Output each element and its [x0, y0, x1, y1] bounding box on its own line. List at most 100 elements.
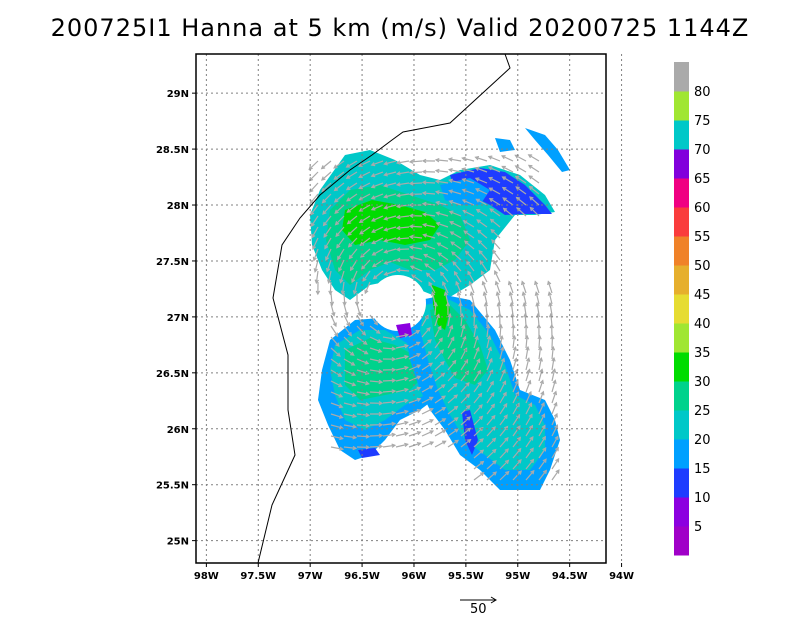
wind-vector-arrowhead [428, 385, 434, 390]
wind-vector-arrowhead [503, 402, 508, 408]
wind-vector-arrowhead [338, 414, 344, 419]
wind-vector-arrowhead [467, 270, 472, 276]
wind-vector-arrow-icon [512, 358, 517, 371]
wind-vector-arrowhead [339, 435, 344, 441]
wind-vector-arrowhead [464, 358, 469, 364]
wind-vector-arrow-icon [548, 292, 553, 305]
wind-vector-arrow-icon [330, 424, 343, 429]
wind-vector-arrowhead [474, 156, 480, 161]
wind-vector-arrowhead [447, 157, 453, 162]
wind-vector-arrowhead [391, 443, 397, 448]
wind-vector-arrow-icon [330, 402, 343, 408]
wind-vector-arrow-icon [502, 197, 514, 206]
wind-vector-arrow-icon [475, 167, 488, 173]
wind-vector-arrowhead [488, 357, 493, 363]
wind-vector-arrow-icon [334, 182, 345, 191]
wind-vector-arrow-icon [382, 422, 395, 426]
wind-vector-arrowhead [524, 334, 530, 340]
wind-vector-arrow-icon [509, 292, 514, 305]
wind-vector-arrowhead [371, 240, 376, 245]
wind-vector-arrowhead [507, 280, 513, 286]
y-tick-label: 25N [167, 537, 189, 548]
wind-vector-arrow-icon [463, 209, 475, 217]
wind-vector-arrow-icon [353, 281, 358, 294]
x-tick-label: 96W [401, 571, 426, 582]
colorbar-label: 45 [694, 288, 711, 303]
wind-vector-arrowhead [357, 312, 362, 317]
wind-vector-arrowhead [486, 335, 492, 340]
wind-vector-arrowhead [452, 371, 458, 376]
wind-vector-arrow-icon [436, 232, 449, 239]
wind-vector-arrow-icon [421, 441, 434, 448]
wind-vector-arrowhead [378, 379, 384, 385]
wind-vector-arrow-icon [384, 193, 397, 198]
wind-vector-arrow-icon [356, 325, 366, 336]
wind-vector-arrow-icon [384, 160, 397, 165]
wind-vector-arrow-icon [330, 325, 339, 337]
wind-vector-arrowhead [465, 381, 470, 387]
wind-vector-arrow-icon [499, 426, 508, 437]
wind-vector-arrowhead [338, 267, 343, 273]
y-tick-label: 25.5N [156, 481, 189, 492]
wind-vector-arrowhead [496, 301, 502, 307]
wind-vector-arrowhead [527, 154, 533, 159]
wind-vector-arrow-icon [473, 461, 484, 470]
wind-vector-arrowhead [477, 381, 482, 386]
wind-vector-arrowhead [428, 350, 433, 356]
wind-vector-arrowhead [359, 230, 364, 235]
wind-vector-arrowhead [338, 393, 344, 398]
wind-vector-arrowhead [491, 437, 497, 442]
wind-vector-arrow-icon [437, 252, 449, 261]
wind-vector-arrow-icon [330, 358, 342, 367]
wind-vector-arrowhead [350, 361, 356, 366]
wind-vector-arrow-icon [408, 409, 421, 415]
wind-vector-arrow-icon [551, 369, 556, 382]
wind-vector-arrowhead [416, 353, 421, 358]
wind-vector-arrow-icon [460, 359, 468, 371]
wind-vector-arrow-icon [330, 413, 343, 419]
wind-vector-arrow-icon [502, 176, 514, 184]
wind-vector-arrow-icon [346, 171, 358, 179]
field-region-ne-streak [525, 128, 570, 172]
wind-vector-arrow-icon [369, 325, 380, 334]
wind-vector-arrow-icon [499, 358, 505, 371]
wind-vector-arrowhead [309, 199, 314, 205]
wind-vector-arrowhead [364, 370, 370, 375]
wind-vector-arrowhead [328, 290, 333, 296]
wind-vector-arrow-icon [473, 393, 482, 404]
wind-vector-arrow-icon [489, 208, 501, 217]
wind-vector-arrowhead [552, 379, 557, 385]
wind-vector-arrow-icon [328, 270, 332, 283]
wind-vector-arrow-icon [436, 222, 449, 228]
wind-vector-arrow-icon [457, 292, 462, 305]
wind-vector-arrowhead [391, 432, 397, 437]
wind-vector-arrow-icon [459, 302, 462, 316]
wind-vector-arrowhead [416, 386, 422, 391]
wind-vector-arrowhead [479, 471, 485, 477]
wind-vector-arrowhead [445, 301, 451, 307]
wind-vector-arrow-icon [488, 166, 501, 173]
wind-vector-arrow-icon [482, 281, 488, 294]
wind-vector-arrowhead [395, 247, 401, 252]
wind-vector-arrowhead [429, 407, 434, 412]
wind-vector-arrow-icon [503, 208, 514, 217]
wind-vector-arrowhead [325, 267, 331, 273]
wind-vector-arrow-icon [449, 210, 462, 217]
wind-vector-arrowhead [528, 402, 533, 407]
wind-vector-arrow-icon [408, 398, 421, 404]
wind-vector-arrowhead [378, 390, 384, 395]
wind-vector-arrow-icon [447, 406, 458, 415]
wind-vector-arrow-icon [309, 171, 319, 181]
wind-vector-arrowhead [416, 364, 422, 369]
wind-vector-arrow-icon [341, 281, 345, 294]
wind-vector-arrowhead [409, 265, 415, 270]
wind-vector-arrowhead [391, 399, 397, 405]
wind-vector-arrowhead [473, 323, 478, 329]
wind-vector-arrow-icon [423, 244, 436, 250]
wind-vector-arrow-icon [486, 347, 492, 360]
wind-vector-arrowhead [337, 362, 342, 367]
wind-vector-arrowhead [310, 211, 315, 216]
wind-vector-arrow-icon [434, 338, 443, 349]
wind-vector-arrowhead [466, 416, 471, 421]
wind-vector-arrowhead [516, 425, 521, 430]
